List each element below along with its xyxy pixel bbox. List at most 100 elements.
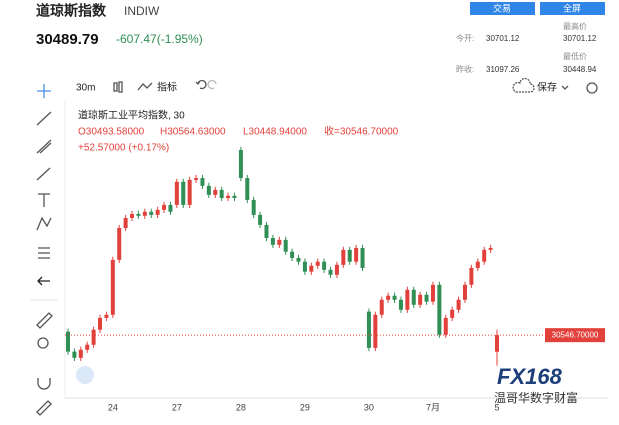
candle-body bbox=[155, 209, 160, 215]
candle-body bbox=[72, 351, 77, 358]
settings-icon[interactable] bbox=[586, 82, 598, 94]
low-label: 最低价 bbox=[563, 51, 587, 61]
prev-close-value: 31097.26 bbox=[486, 65, 520, 74]
candle-body bbox=[123, 218, 128, 228]
candle-body bbox=[174, 181, 179, 205]
candle-body bbox=[488, 247, 493, 250]
candle-body bbox=[85, 344, 90, 350]
candle-body bbox=[251, 199, 256, 215]
candle-body bbox=[482, 249, 487, 262]
candle-body bbox=[360, 247, 365, 268]
candle-body bbox=[405, 289, 410, 310]
open-label: 今开: bbox=[456, 33, 474, 43]
save-menu-icon[interactable] bbox=[561, 85, 569, 90]
candle-body bbox=[66, 331, 70, 352]
candle-body bbox=[130, 213, 135, 218]
candle-body bbox=[456, 299, 461, 310]
candle-body bbox=[245, 178, 250, 200]
candle-body bbox=[117, 227, 122, 260]
symbol: INDIW bbox=[124, 4, 160, 18]
save[interactable]: 保存 bbox=[537, 81, 557, 94]
candle-body bbox=[334, 264, 339, 275]
indicators[interactable]: 指标 bbox=[157, 81, 177, 94]
wave-icon bbox=[76, 366, 94, 384]
candle-body bbox=[181, 181, 186, 205]
open-value: 30701.12 bbox=[486, 34, 520, 43]
x-tick-label: 7月 bbox=[426, 402, 440, 412]
x-tick-label: 29 bbox=[300, 402, 310, 412]
candle-body bbox=[328, 269, 333, 275]
watermark-logo: FX168 bbox=[497, 364, 563, 389]
candle-body bbox=[443, 317, 448, 335]
candle-body bbox=[149, 211, 154, 215]
candle-body bbox=[142, 211, 147, 216]
candle-body bbox=[296, 257, 301, 262]
prev-close-label: 昨收: bbox=[456, 64, 474, 74]
x-tick-label: 27 bbox=[172, 402, 182, 412]
last-price-box bbox=[545, 328, 605, 343]
candle-body bbox=[302, 261, 307, 272]
candle-body bbox=[283, 239, 288, 252]
candle-body bbox=[379, 299, 384, 315]
candle-body bbox=[418, 294, 423, 305]
high-label: 最高价 bbox=[563, 21, 587, 31]
candle-body bbox=[206, 185, 211, 195]
candle-body bbox=[277, 239, 282, 245]
candle-body bbox=[226, 195, 231, 199]
candle-body bbox=[168, 204, 173, 212]
candle-body bbox=[290, 251, 295, 258]
candle-icon[interactable] bbox=[113, 81, 123, 93]
low-value: 30448.94 bbox=[563, 65, 597, 74]
legend-close: 收=30546.70000 bbox=[324, 125, 399, 138]
candle-body bbox=[495, 335, 499, 352]
redo-icon[interactable] bbox=[207, 79, 217, 90]
candle-body bbox=[373, 314, 378, 348]
fullscreen-label[interactable]: 全屏 bbox=[563, 2, 581, 13]
title: 道琼斯指数 bbox=[36, 3, 107, 19]
trade-button[interactable] bbox=[470, 2, 535, 15]
candle-body bbox=[136, 213, 141, 216]
candle-body bbox=[98, 317, 103, 330]
price: 30489.79 bbox=[36, 31, 99, 48]
candle-body bbox=[232, 195, 237, 199]
candle-body bbox=[162, 204, 167, 210]
candle-body bbox=[469, 267, 474, 285]
candle-body bbox=[347, 249, 352, 262]
candle-body bbox=[270, 237, 275, 245]
legend-open: O30493.58000 bbox=[78, 127, 145, 138]
candle-body bbox=[475, 261, 480, 268]
watermark-text: 温哥华数字财富 bbox=[494, 390, 578, 405]
candle-body bbox=[213, 189, 218, 195]
cloud-icon[interactable] bbox=[512, 77, 535, 93]
indicator-icon[interactable] bbox=[137, 82, 153, 91]
x-tick-label: 5 bbox=[494, 402, 499, 412]
high-value: 30701.12 bbox=[563, 34, 597, 43]
candle-body bbox=[258, 214, 263, 225]
candle-body bbox=[200, 178, 205, 186]
x-tick-label: 24 bbox=[108, 402, 118, 412]
interval[interactable]: 30m bbox=[76, 83, 95, 94]
candle-body bbox=[194, 178, 199, 180]
candle-body bbox=[264, 224, 269, 238]
fullscreen-button[interactable] bbox=[540, 2, 605, 15]
legend-change: +52.57000 (+0.17%) bbox=[78, 143, 169, 154]
candle-body bbox=[110, 259, 115, 315]
candle-body bbox=[398, 299, 403, 310]
candle-body bbox=[341, 249, 346, 265]
legend-name: 道琼斯工业平均指数, 30 bbox=[78, 109, 185, 122]
candle-body bbox=[450, 309, 455, 318]
candle-body bbox=[187, 179, 192, 205]
candle-body bbox=[91, 329, 96, 345]
candle-body bbox=[462, 284, 467, 300]
candle-body bbox=[411, 289, 416, 305]
candle-body bbox=[386, 295, 391, 300]
change: -607.47(-1.95%) bbox=[116, 32, 203, 46]
candle-body bbox=[78, 349, 83, 358]
candle-body bbox=[322, 261, 327, 270]
trade-label[interactable]: 交易 bbox=[493, 2, 511, 13]
undo-icon[interactable] bbox=[195, 79, 207, 90]
candle-body bbox=[104, 314, 109, 318]
last-price-label: 30546.70000 bbox=[552, 330, 599, 339]
tool-column[interactable] bbox=[36, 84, 53, 416]
